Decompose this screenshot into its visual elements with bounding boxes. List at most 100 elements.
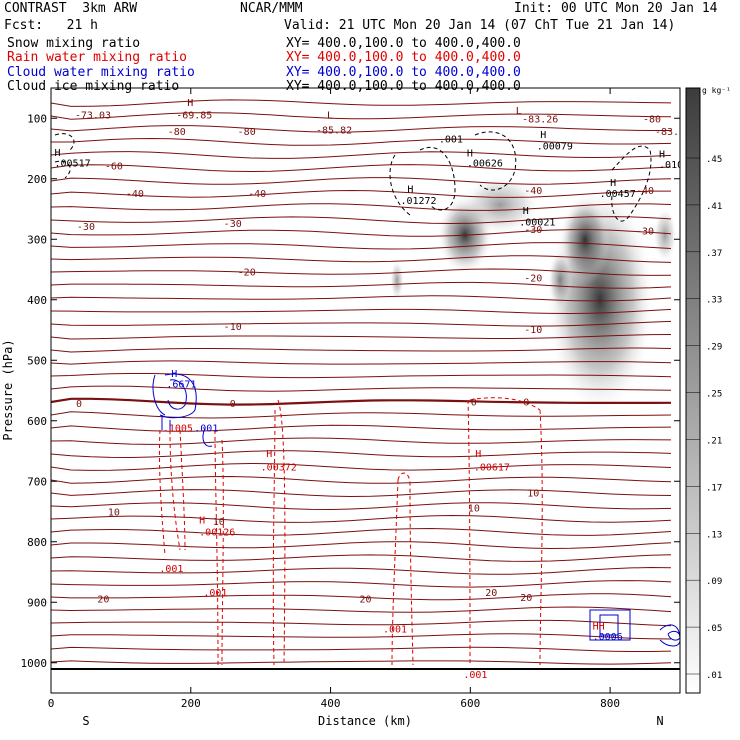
valid-time: Valid: 21 UTC Mon 20 Jan 14 (07 ChT Tue … <box>284 18 676 33</box>
extremum-label: .001 <box>194 424 218 435</box>
isotherm-line <box>51 189 671 198</box>
isotherm-label: -30 <box>636 226 654 237</box>
extremum-label: .00517 <box>54 159 90 170</box>
extremum-label: H <box>610 178 616 189</box>
extremum-label: HH <box>593 621 605 632</box>
cloud-water-contour <box>167 379 187 410</box>
isotherm-line <box>51 593 672 601</box>
isotherm-label: -40 <box>248 189 266 200</box>
colorbar-tick-label: .05 <box>706 624 722 634</box>
rain-water-contour <box>272 399 286 666</box>
rain-water-contour <box>467 397 543 666</box>
isotherm-line <box>51 177 672 185</box>
colorbar-tick-label: .21 <box>706 436 722 446</box>
field-xy-snow: XY= 400.0,100.0 to 400.0,400.0 <box>286 36 521 51</box>
y-tick-label: 900 <box>27 596 47 609</box>
isotherm-line <box>51 397 672 406</box>
colorbar-unit: g kg⁻¹ <box>702 86 731 95</box>
isotherm-line <box>51 203 672 211</box>
extremum-label: .001 <box>159 564 183 575</box>
y-tick-label: 500 <box>27 354 47 367</box>
plot-title: CONTRAST 3km ARW <box>4 1 138 16</box>
extremum-label: H <box>475 449 481 460</box>
extremum-label: .00079 <box>537 142 573 153</box>
isotherm-line <box>51 373 672 379</box>
extremum-label: H <box>187 98 193 109</box>
extremum-label: H <box>659 150 665 161</box>
isotherm-label: -60 <box>105 162 123 173</box>
isotherm-line <box>51 216 672 225</box>
extremum-label: .00021 <box>519 217 555 228</box>
isotherm-label: -40 <box>524 186 542 197</box>
isotherm-line <box>51 633 672 640</box>
field-label-snow: Snow mixing ratio <box>7 36 141 51</box>
cloud-ice-contour <box>611 145 652 222</box>
extremum-label: H <box>199 516 205 527</box>
y-axis-label: Pressure (hPa) <box>1 339 15 440</box>
isotherm-line <box>51 320 672 327</box>
isotherm-label: -20 <box>524 274 542 285</box>
extremum-label: H <box>407 185 413 196</box>
rain-water-contour <box>391 472 414 666</box>
extremum-label: .1005 <box>163 424 193 435</box>
init-time: Init: 00 UTC Mon 20 Jan 14 <box>514 1 718 16</box>
forecast-hour: Fcst: 21 h <box>4 18 98 33</box>
isotherm-label: 10 <box>468 504 480 515</box>
isotherm-line <box>51 566 672 575</box>
x-tick-label: 200 <box>181 697 201 710</box>
extremum-label: L <box>516 106 522 117</box>
isotherm-line <box>51 502 672 511</box>
y-tick-label: 300 <box>27 233 47 246</box>
isotherm-label: -83.26 <box>522 114 558 125</box>
isotherm-line <box>51 385 672 392</box>
colorbar <box>685 87 701 694</box>
isotherm-label: 0 <box>230 399 236 410</box>
isotherm-line <box>51 527 672 536</box>
isotherm-line <box>51 347 672 353</box>
isotherm-line <box>51 360 672 365</box>
isotherm-line <box>51 424 672 432</box>
extremum-label: .00626 <box>467 159 503 170</box>
isotherm-label: -30 <box>77 222 95 233</box>
colorbar-tick-label: .13 <box>706 530 722 540</box>
extremum-label: .00126 <box>199 528 235 539</box>
isotherm-line <box>51 308 672 315</box>
extremum-label: .001 <box>439 134 463 145</box>
isotherm-line <box>51 554 672 562</box>
rain-water-contour <box>158 429 186 556</box>
extremum-label: L <box>327 110 333 121</box>
isotherm-label: -80 <box>168 127 186 138</box>
isotherm-label: -40 <box>636 186 654 197</box>
y-tick-label: 800 <box>27 536 47 549</box>
left-end-label: S <box>82 714 89 728</box>
isotherm-line <box>51 619 672 627</box>
cloud-water-contour <box>599 614 619 636</box>
extremum-label: H <box>467 148 473 159</box>
isotherm-line <box>51 660 672 665</box>
y-tick-label: 100 <box>27 112 47 125</box>
isotherm-label: -83.69 <box>655 127 691 138</box>
isotherm-line <box>51 489 672 498</box>
field-label-cloud-water: Cloud water mixing ratio <box>7 65 195 80</box>
isotherm-label: 0 <box>76 399 82 410</box>
extremum-label: .00457 <box>600 189 636 200</box>
colorbar-tick-label: .25 <box>706 390 722 400</box>
isotherm-label: 10 <box>213 517 225 528</box>
isotherm-line <box>51 295 672 302</box>
plot-frame <box>50 87 681 694</box>
isotherm-line <box>51 255 672 263</box>
colorbar-tick-label: .17 <box>706 483 722 493</box>
extremum-label: .00372 <box>261 462 297 473</box>
isotherm-line <box>51 606 672 613</box>
field-xy-cloud-ice: XY= 400.0,100.0 to 400.0,400.0 <box>286 79 521 94</box>
isotherm-label: -10 <box>524 325 542 336</box>
extremum-label: .001 <box>383 625 407 636</box>
isotherm-label: 0 <box>523 398 529 409</box>
isotherm-line <box>51 164 672 173</box>
snow-shading-core <box>460 175 540 235</box>
y-tick-label: 700 <box>27 475 47 488</box>
cloud-water-contour <box>589 609 631 641</box>
organization-label: NCAR/MMM <box>240 1 303 16</box>
extremum-label: H <box>171 369 177 380</box>
cloud-water-contour <box>152 373 197 419</box>
